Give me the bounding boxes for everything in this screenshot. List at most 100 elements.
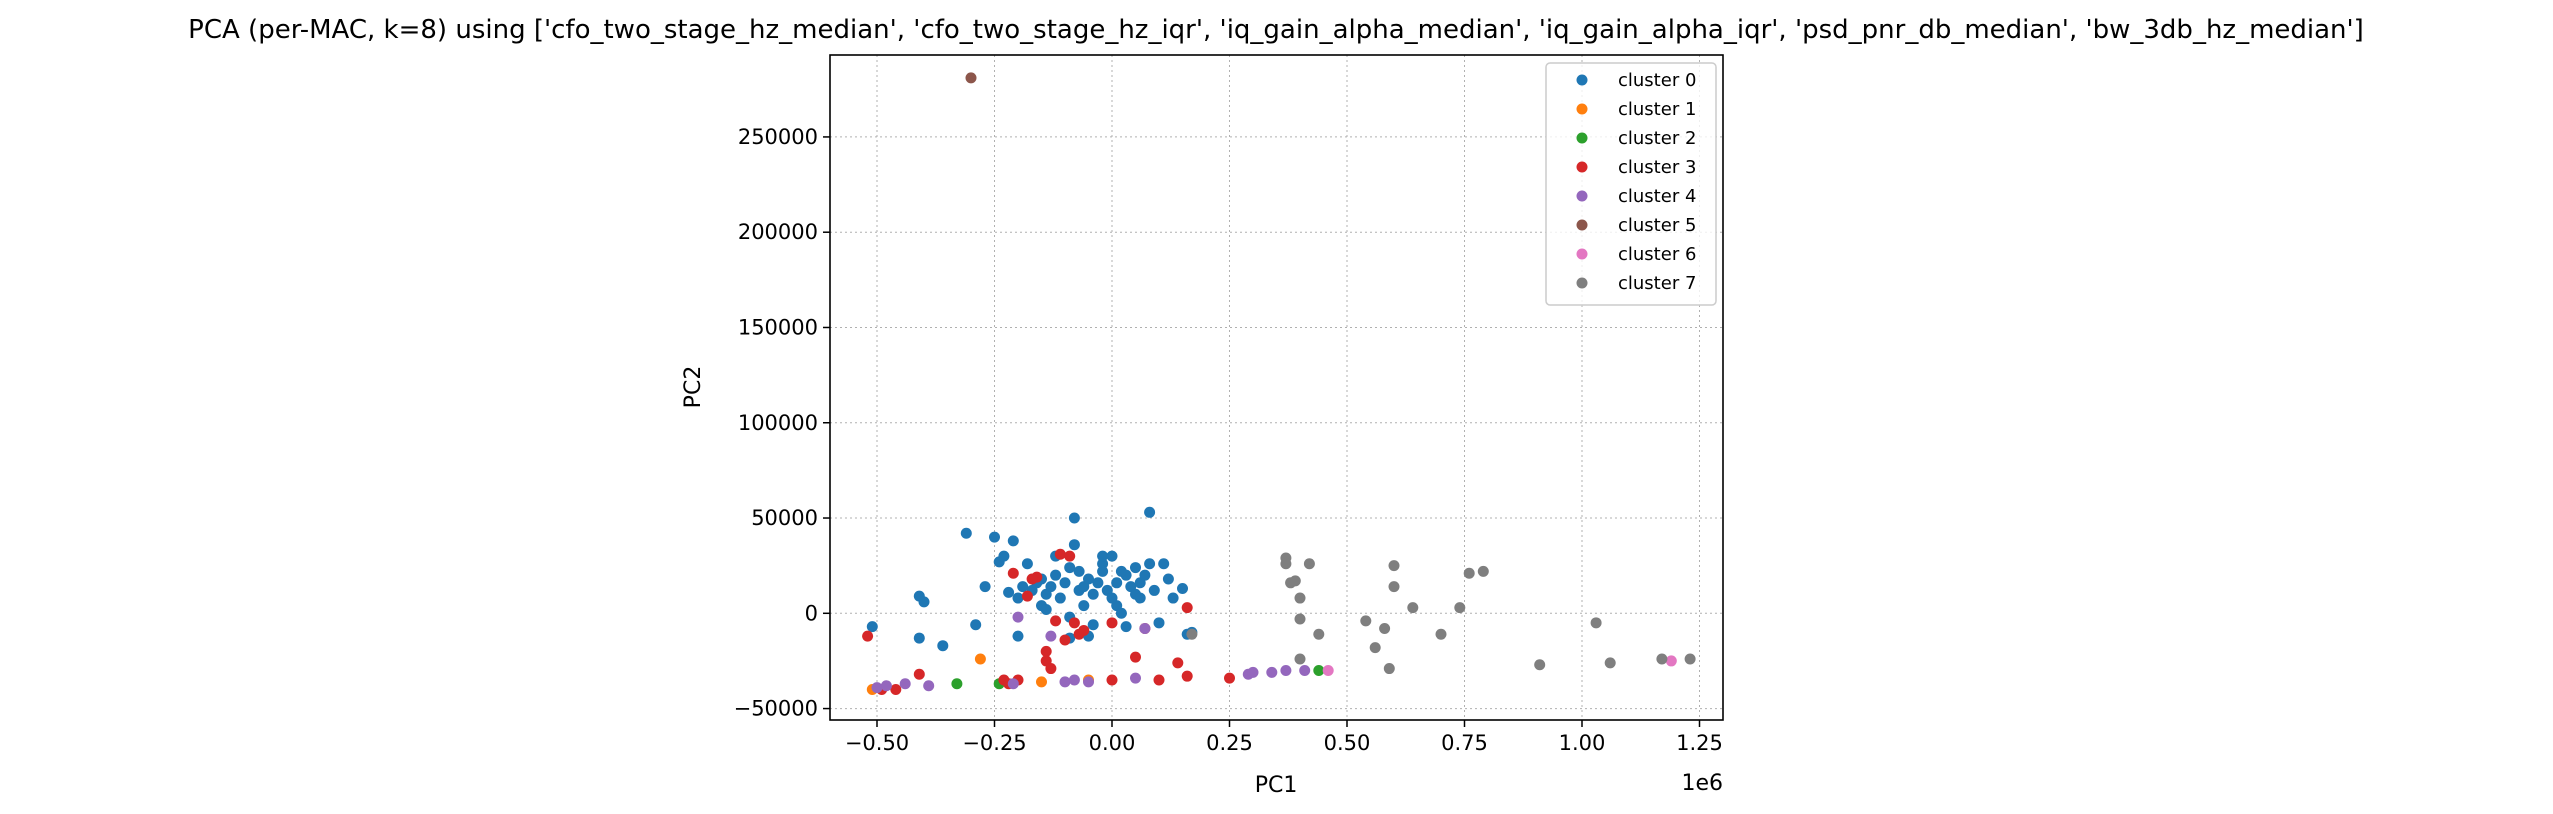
- cluster-4-point: [1130, 672, 1141, 684]
- cluster-0-point: [1012, 592, 1024, 604]
- cluster-0-point: [979, 581, 991, 593]
- cluster-4-point: [923, 680, 935, 692]
- cluster-7-point: [1303, 558, 1315, 570]
- cluster-0-point: [1083, 573, 1094, 585]
- cluster-3-point: [913, 668, 925, 680]
- x-tick-label: −0.50: [845, 731, 909, 755]
- cluster-7-point: [1435, 628, 1447, 640]
- cluster-0-point: [1097, 550, 1109, 562]
- cluster-3-point: [1026, 573, 1038, 585]
- cluster-0-point: [1059, 577, 1071, 589]
- cluster-3-point: [890, 684, 902, 696]
- legend-marker-cluster-6: [1576, 248, 1588, 260]
- cluster-0-point: [1144, 506, 1156, 518]
- cluster-0-point: [989, 531, 1000, 543]
- cluster-7-point: [1294, 592, 1306, 604]
- cluster-7-point: [1590, 617, 1602, 629]
- cluster-0-point: [1003, 586, 1015, 598]
- cluster-7-point: [1289, 575, 1301, 587]
- cluster-7-point: [1604, 657, 1616, 669]
- x-axis-ticks: −0.50 −0.25 0.00 0.25 0.50 0.75 1.00 1.25: [845, 720, 1723, 755]
- cluster-7-point: [1463, 567, 1475, 579]
- cluster-7-point: [1534, 659, 1546, 671]
- cluster-6-point: [1665, 655, 1677, 667]
- cluster-0-point: [1158, 558, 1170, 570]
- x-tick-label: 0.25: [1206, 731, 1253, 755]
- cluster-0-point: [1087, 619, 1099, 631]
- cluster-0-point: [1144, 558, 1156, 570]
- legend-marker-cluster-7: [1576, 277, 1588, 289]
- x-tick-label: 0.00: [1089, 731, 1136, 755]
- y-tick-label: 100000: [738, 411, 818, 435]
- cluster-0-point: [1097, 565, 1109, 577]
- cluster-0-point: [1130, 562, 1141, 574]
- cluster-3-point: [1007, 567, 1019, 579]
- cluster-0-point: [1162, 573, 1174, 585]
- legend-label-cluster-5: cluster 5: [1618, 215, 1696, 236]
- cluster-0-point: [1054, 592, 1066, 604]
- cluster-3-point: [1021, 590, 1033, 602]
- cluster-4-point: [1083, 676, 1094, 688]
- legend-label-cluster-3: cluster 3: [1618, 157, 1696, 178]
- cluster-0-point: [1092, 577, 1104, 589]
- cluster-7-point: [1313, 628, 1325, 640]
- cluster-4-point: [1045, 630, 1057, 642]
- plot-frame: [829, 54, 1724, 721]
- cluster-4-point: [1059, 676, 1071, 688]
- cluster-6-point: [1322, 664, 1334, 676]
- cluster-4-point: [1007, 678, 1019, 690]
- legend-marker-cluster-4: [1576, 190, 1588, 202]
- x-tick-label: −0.25: [962, 731, 1026, 755]
- cluster-3-point: [1064, 550, 1076, 562]
- cluster-4-point: [1299, 664, 1311, 676]
- cluster-3-point: [1181, 602, 1193, 614]
- cluster-1-point: [974, 653, 986, 665]
- cluster-7-point: [1454, 602, 1466, 614]
- cluster-7-point: [1294, 613, 1306, 625]
- legend-label-cluster-0: cluster 0: [1618, 70, 1696, 91]
- cluster-0-point: [1017, 581, 1029, 593]
- cluster-0-point: [1106, 550, 1118, 562]
- cluster-0-point: [1134, 592, 1146, 604]
- cluster-0-point: [937, 640, 949, 652]
- legend-label-cluster-7: cluster 7: [1618, 273, 1696, 294]
- cluster-0-point: [1007, 535, 1019, 547]
- y-tick-label: 150000: [738, 315, 818, 339]
- cluster-0-point: [970, 619, 982, 631]
- cluster-1-point: [1036, 676, 1047, 688]
- cluster-0-point: [1045, 581, 1057, 593]
- cluster-0-point: [1139, 569, 1151, 581]
- cluster-3-point: [1224, 672, 1235, 684]
- x-axis-label: PC1: [1255, 773, 1298, 798]
- cluster-4-point: [1139, 623, 1151, 635]
- legend: cluster 0 cluster 1 cluster 2 cluster 3 clus…: [1545, 62, 1717, 306]
- cluster-0-point: [960, 527, 972, 539]
- legend-marker-cluster-3: [1576, 161, 1588, 173]
- cluster-0-point: [1167, 592, 1179, 604]
- legend-label-cluster-1: cluster 1: [1618, 99, 1696, 120]
- cluster-0-point: [1106, 592, 1118, 604]
- cluster-7-point: [1369, 642, 1381, 654]
- cluster-3-point: [1181, 670, 1193, 682]
- x-tick-label: 0.50: [1324, 731, 1371, 755]
- legend-marker-cluster-0: [1576, 74, 1588, 86]
- y-axis-ticks: −50000 0 50000 100000 150000 200000 250000: [734, 125, 830, 721]
- x-tick-label: 0.75: [1441, 731, 1488, 755]
- cluster-3-point: [1054, 548, 1066, 560]
- cluster-0-point: [1078, 600, 1090, 612]
- legend-label-cluster-4: cluster 4: [1618, 186, 1696, 207]
- x-tick-label: 1.00: [1559, 731, 1606, 755]
- cluster-4-point: [880, 680, 892, 692]
- cluster-7-point: [1684, 653, 1696, 665]
- cluster-0-point: [1087, 588, 1099, 600]
- cluster-0-point: [1050, 569, 1062, 581]
- cluster-2-point: [951, 678, 963, 690]
- cluster-0-point: [866, 621, 878, 633]
- cluster-3-point: [1130, 651, 1141, 663]
- cluster-3-point: [1040, 645, 1052, 657]
- cluster-0-point: [1064, 562, 1076, 574]
- cluster-3-point: [862, 630, 874, 642]
- cluster-7-point: [1477, 565, 1489, 577]
- cluster-0-point: [1177, 583, 1188, 595]
